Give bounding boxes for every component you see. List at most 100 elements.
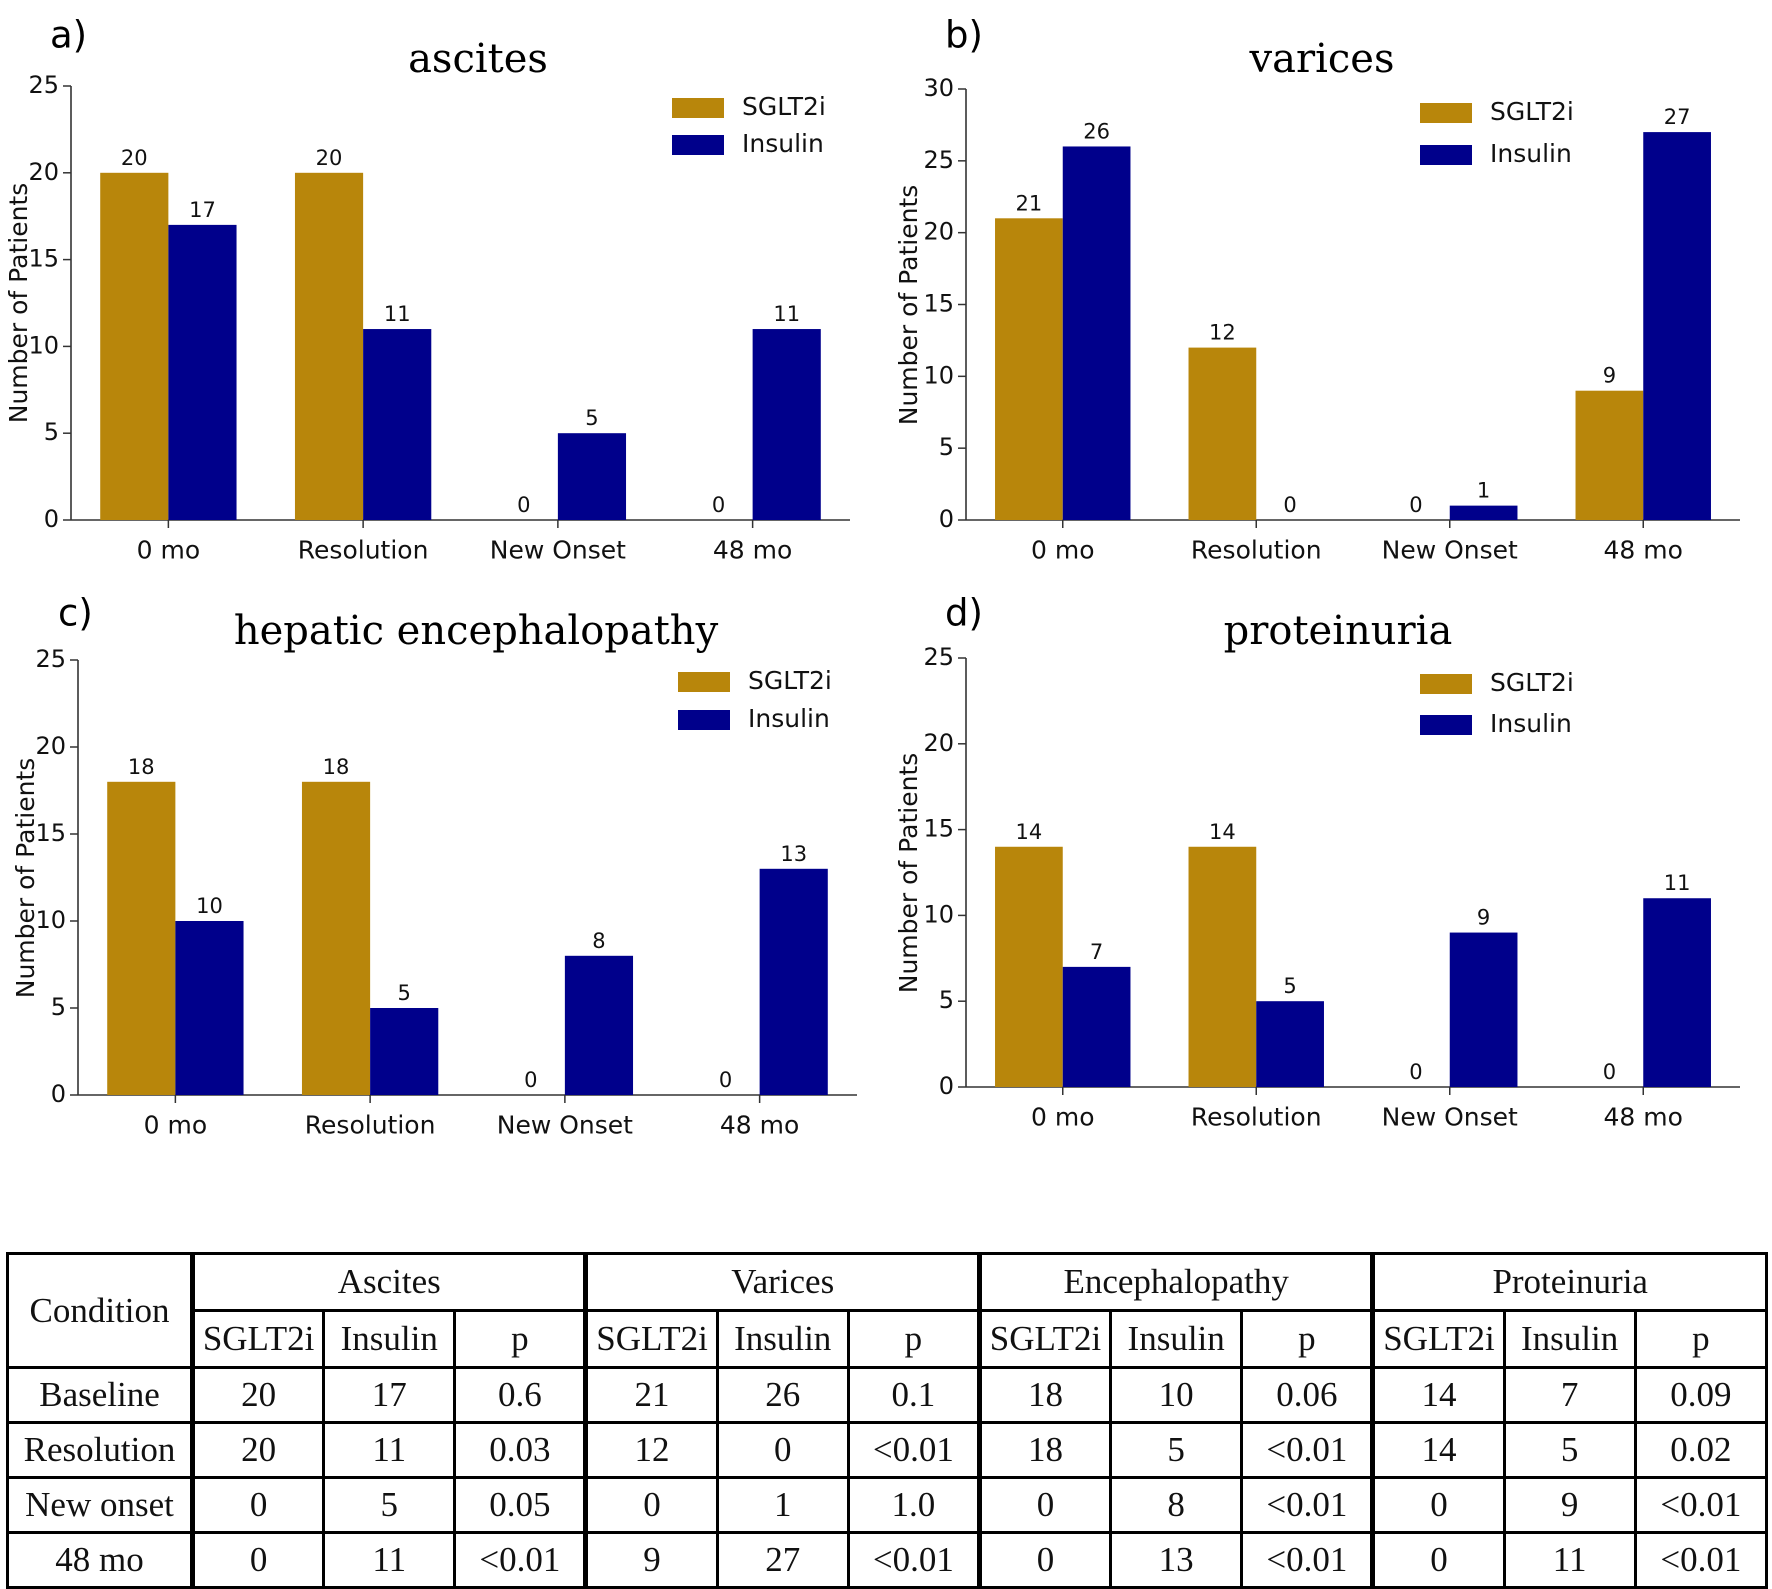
x-tick-label: 0 mo: [137, 535, 201, 564]
bar-value-label: 0: [1409, 1060, 1422, 1084]
legend-swatch-insulin: [672, 135, 724, 155]
bar-value-label: 20: [316, 146, 343, 170]
bar-sglt2i: [1188, 846, 1257, 1087]
table-row: 48 mo 0 11 <0.01 9 27 <0.01 0 13 <0.01 0 11 <0.01: [6, 1531, 1769, 1589]
table-cell: 14: [1370, 1366, 1506, 1424]
y-tick-label: 25: [35, 645, 66, 673]
bar-sglt2i: [301, 781, 371, 1095]
bar-value-label: 5: [398, 981, 411, 1005]
bar-insulin: [1449, 505, 1518, 520]
x-tick-label: New Onset: [1382, 1102, 1518, 1131]
y-tick-label: 15: [923, 290, 954, 318]
bar-sglt2i: [107, 781, 176, 1095]
legend-label: Insulin: [742, 129, 824, 158]
bar-value-label: 5: [1283, 974, 1296, 998]
bar-sglt2i: [995, 846, 1063, 1087]
table-cell: 0.02: [1633, 1421, 1769, 1479]
y-tick-label: 20: [28, 158, 59, 186]
table-cell: 0.09: [1633, 1366, 1769, 1424]
y-tick-label: 0: [44, 505, 59, 533]
table-cell: 9: [583, 1531, 719, 1589]
legend-swatch-sglt2i: [672, 98, 724, 118]
bar-insulin: [1643, 898, 1711, 1087]
bar-insulin: [168, 224, 237, 520]
panel-label: c): [58, 592, 93, 635]
y-tick-label: 5: [51, 993, 66, 1021]
table-cell: 20: [189, 1421, 326, 1479]
group-header-varices: Varices: [583, 1252, 981, 1312]
x-tick-label: 48 mo: [720, 1110, 799, 1139]
bar-value-label: 18: [323, 755, 350, 779]
legend-label: SGLT2i: [748, 666, 832, 695]
chart-panel-proteinuria: d) proteinuria Number of Patients 0 5 10 15 20 2…: [894, 592, 1740, 1131]
bar-value-label: 0: [524, 1068, 537, 1092]
table-cell: <0.01: [1240, 1531, 1375, 1589]
row-label: Resolution: [6, 1421, 194, 1479]
table-cell: 0.03: [453, 1421, 588, 1479]
x-tick-label: 48 mo: [1604, 1102, 1683, 1131]
table-cell: 0: [583, 1476, 719, 1534]
y-axis-label: Number of Patients: [11, 758, 40, 999]
bar-sglt2i: [995, 218, 1063, 521]
bar-value-label: 20: [121, 146, 148, 170]
bar-insulin: [1062, 146, 1131, 520]
y-tick-label: 0: [939, 505, 954, 533]
bar-sglt2i: [1188, 347, 1257, 520]
bar-insulin: [370, 1008, 439, 1095]
table-cell: 0.6: [453, 1366, 588, 1424]
condition-header: Condition: [6, 1252, 194, 1369]
table-cell: 27: [715, 1531, 850, 1589]
subheader-sglt2i: SGLT2i: [976, 1309, 1113, 1369]
x-tick-label: Resolution: [1191, 535, 1322, 564]
table-cell: <0.01: [1633, 1476, 1769, 1534]
table-cell: 26: [715, 1366, 850, 1424]
summary-table: Condition Ascites Varices Encephalopathy…: [6, 1252, 1769, 1589]
legend-swatch-sglt2i: [678, 672, 730, 692]
x-tick-label: New Onset: [490, 535, 626, 564]
table-cell: 11: [322, 1421, 457, 1479]
table-cell: 0: [1370, 1476, 1506, 1534]
table-row: New onset 0 5 0.05 0 1 1.0 0 8 <0.01 0 9 <0.01: [6, 1476, 1769, 1534]
table-row: Resolution 20 11 0.03 12 0 <0.01 18 5 <0.01 14 5 0.0…: [6, 1421, 1769, 1479]
bar-value-label: 14: [1016, 820, 1043, 844]
x-tick-label: 48 mo: [1604, 535, 1683, 564]
bar-value-label: 0: [1603, 1060, 1616, 1084]
row-label: New onset: [6, 1476, 194, 1534]
legend-swatch-insulin: [678, 710, 730, 730]
bar-insulin: [1256, 1001, 1324, 1087]
subheader-sglt2i: SGLT2i: [189, 1309, 326, 1369]
subheader-p: p: [1633, 1309, 1769, 1369]
subheader-insulin: Insulin: [715, 1309, 850, 1369]
bar-insulin: [363, 329, 432, 520]
chart-title: hepatic encephalopathy: [234, 608, 719, 654]
bar-insulin: [557, 433, 627, 520]
y-tick-label: 30: [923, 74, 954, 102]
bar-value-label: 0: [1409, 493, 1422, 517]
bar-value-label: 11: [384, 302, 411, 326]
legend-label: SGLT2i: [1490, 97, 1574, 126]
table-group-header-row: Condition Ascites Varices Encephalopathy…: [6, 1252, 1768, 1369]
bar-value-label: 21: [1016, 191, 1043, 215]
y-tick-label: 15: [923, 815, 954, 843]
bar-value-label: 14: [1209, 820, 1236, 844]
table-cell: <0.01: [1240, 1421, 1375, 1479]
table-cell: 5: [1502, 1421, 1637, 1479]
legend-swatch-insulin: [1420, 145, 1472, 165]
legend-label: SGLT2i: [742, 92, 826, 121]
bar-value-label: 0: [719, 1068, 732, 1092]
group-header-proteinuria: Proteinuria: [1370, 1252, 1768, 1312]
table-body: Baseline 20 17 0.6 21 26 0.1 18 10 0.06 14 7 0.09 Res…: [6, 1366, 1769, 1589]
bar-value-label: 13: [780, 842, 807, 866]
table-cell: <0.01: [1240, 1476, 1375, 1534]
bar-sglt2i: [1575, 390, 1644, 520]
legend-swatch-sglt2i: [1420, 103, 1472, 123]
bar-insulin: [1062, 966, 1131, 1087]
table-cell: 0.1: [846, 1366, 981, 1424]
x-tick-label: Resolution: [305, 1110, 436, 1139]
y-tick-label: 0: [51, 1080, 66, 1108]
subheader-sglt2i: SGLT2i: [1370, 1309, 1506, 1369]
table-cell: 20: [189, 1366, 326, 1424]
panel-label: a): [50, 14, 87, 57]
